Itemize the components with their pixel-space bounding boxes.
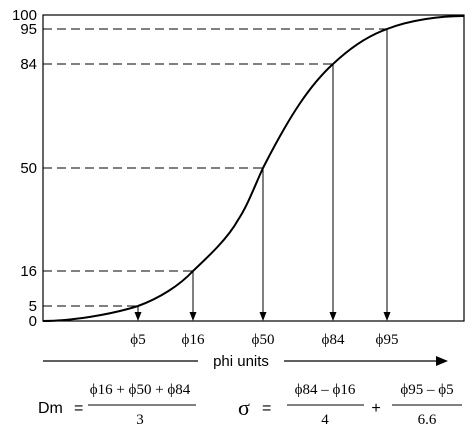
phi-label-50: ϕ50 (252, 332, 275, 348)
phi-axis-arrowhead (436, 356, 448, 366)
guide-arrowhead-16 (189, 312, 197, 321)
percentile-guides (43, 28, 391, 321)
y-tick-label-0: 0 (29, 313, 37, 330)
sigma-plus: + (371, 400, 380, 417)
guide-arrowhead-5 (134, 312, 142, 321)
y-tick-label-95: 95 (20, 21, 37, 38)
phi-label-84: ϕ84 (322, 332, 345, 348)
phi-label-95: ϕ95 (376, 332, 399, 348)
guide-arrowhead-84 (329, 312, 337, 321)
sigma-equals: = (262, 400, 271, 417)
y-tick-label-100: 100 (12, 7, 37, 24)
sigma-term2-numerator: ϕ95 – ϕ5 (400, 382, 453, 398)
sigma-term2-denominator: 6.6 (418, 412, 437, 426)
cumulative-curve (42, 15, 465, 322)
dm-equals: = (74, 400, 83, 417)
y-tick-label-5: 5 (29, 298, 37, 315)
y-tick-label-84: 84 (20, 56, 37, 73)
sigma-lhs: σ (238, 395, 250, 420)
y-tick-label-16: 16 (20, 263, 37, 280)
x-axis-label: phi units (213, 353, 269, 370)
guide-arrowhead-50 (259, 312, 267, 321)
dm-numerator: ϕ16 + ϕ50 + ϕ84 (90, 382, 191, 398)
phi-tick-labels: ϕ5 ϕ16 ϕ50 ϕ84 ϕ95 (130, 332, 398, 348)
dm-denominator: 3 (136, 412, 144, 426)
sigma-term1-numerator: ϕ84 – ϕ16 (295, 382, 356, 398)
sigma-term1-denominator: 4 (321, 412, 329, 426)
dm-lhs: Dm (38, 400, 63, 417)
y-tick-label-50: 50 (20, 160, 37, 177)
phi-label-16: ϕ16 (182, 332, 205, 348)
guide-arrowhead-95 (383, 312, 391, 321)
phi-label-5: ϕ5 (130, 332, 145, 348)
